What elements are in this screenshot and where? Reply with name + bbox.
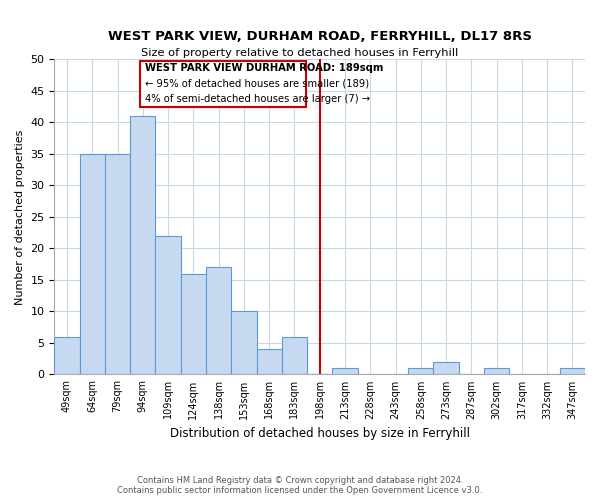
- Bar: [332, 368, 358, 374]
- Bar: [55, 336, 80, 374]
- Text: WEST PARK VIEW DURHAM ROAD: 189sqm: WEST PARK VIEW DURHAM ROAD: 189sqm: [145, 63, 383, 73]
- X-axis label: Distribution of detached houses by size in Ferryhill: Distribution of detached houses by size …: [170, 427, 470, 440]
- Bar: [282, 336, 307, 374]
- Text: ← 95% of detached houses are smaller (189): ← 95% of detached houses are smaller (18…: [145, 79, 369, 89]
- Bar: [206, 268, 231, 374]
- Bar: [80, 154, 105, 374]
- Y-axis label: Number of detached properties: Number of detached properties: [15, 129, 25, 304]
- Bar: [181, 274, 206, 374]
- Bar: [130, 116, 155, 374]
- FancyBboxPatch shape: [140, 60, 306, 106]
- Bar: [105, 154, 130, 374]
- Text: Size of property relative to detached houses in Ferryhill: Size of property relative to detached ho…: [142, 48, 458, 58]
- Bar: [231, 312, 257, 374]
- Bar: [484, 368, 509, 374]
- Bar: [408, 368, 433, 374]
- Bar: [560, 368, 585, 374]
- Text: 4% of semi-detached houses are larger (7) →: 4% of semi-detached houses are larger (7…: [145, 94, 370, 104]
- Bar: [433, 362, 458, 374]
- Bar: [257, 349, 282, 374]
- Text: Contains HM Land Registry data © Crown copyright and database right 2024.
Contai: Contains HM Land Registry data © Crown c…: [118, 476, 482, 495]
- Title: WEST PARK VIEW, DURHAM ROAD, FERRYHILL, DL17 8RS: WEST PARK VIEW, DURHAM ROAD, FERRYHILL, …: [108, 30, 532, 43]
- Bar: [155, 236, 181, 374]
